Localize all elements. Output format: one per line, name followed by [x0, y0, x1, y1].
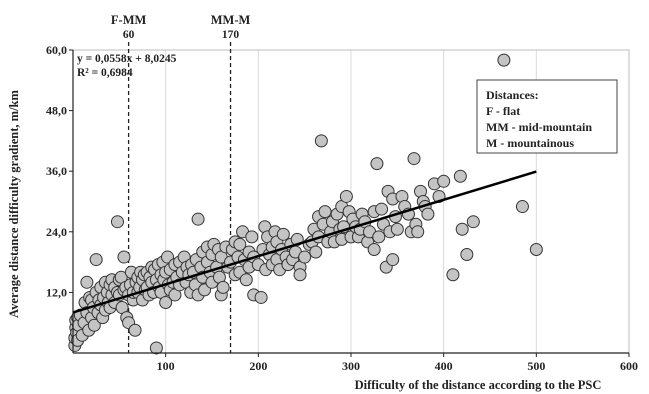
data-point-159 [293, 268, 307, 282]
y-tick-label-36: 36,0 [46, 164, 67, 178]
data-point-192 [370, 157, 384, 171]
y-tick-label-24: 24,0 [46, 225, 67, 239]
data-point-179 [339, 189, 353, 203]
data-point-213 [421, 207, 435, 221]
reference-value-mm-m: 170 [222, 29, 240, 41]
data-point-207 [407, 152, 421, 166]
y-tick-label-12: 12,0 [46, 285, 67, 299]
data-point-21 [89, 253, 103, 267]
legend-entry-flat: F - flat [486, 104, 520, 118]
trendline [72, 170, 537, 314]
y-tick-label-60: 60,0 [46, 43, 67, 57]
data-point-193 [372, 230, 386, 244]
reference-label-f-mm: F-MM [111, 13, 147, 27]
data-point-151 [276, 227, 290, 241]
x-tick-label-300: 300 [342, 359, 360, 373]
data-points [68, 53, 543, 355]
data-point-222 [497, 53, 511, 67]
x-tick-label-500: 500 [527, 359, 545, 373]
data-point-160 [298, 250, 312, 264]
data-point-191 [367, 242, 381, 256]
data-point-134 [245, 230, 259, 244]
data-point-138 [254, 290, 268, 304]
data-point-169 [318, 205, 332, 219]
x-axis-title: Difficulty of the distance according to … [355, 378, 602, 392]
legend-frame [476, 79, 618, 154]
data-point-223 [515, 200, 529, 214]
data-point-194 [375, 202, 389, 216]
legend-box: Distances: F - flat MM - mid-mountain M … [476, 79, 618, 154]
data-point-38 [110, 215, 124, 229]
legend-entry-mid-mountain: MM - mid-mountain [486, 120, 592, 134]
data-point-200 [386, 253, 400, 267]
legend-title: Distances: [486, 88, 539, 102]
reference-value-f-mm: 60 [123, 29, 135, 41]
x-tick-label-400: 400 [435, 359, 453, 373]
x-tick-label-100: 100 [157, 359, 175, 373]
data-point-119 [216, 280, 230, 294]
data-point-44 [117, 250, 131, 264]
data-point-220 [460, 248, 474, 262]
data-point-164 [309, 245, 323, 259]
data-point-13 [80, 275, 94, 289]
reference-lines: F-MM 60 MM-M 170 [111, 13, 251, 353]
x-axis: 100 200 300 400 500 600 [73, 352, 638, 373]
legend-entry-mountainous: M - mountainous [486, 136, 574, 150]
data-point-221 [466, 215, 480, 229]
trend-equation: y = 0,0558x + 8,0245 [77, 53, 177, 65]
data-point-167 [314, 134, 328, 148]
data-point-54 [128, 323, 142, 337]
reference-label-mm-m: MM-M [211, 13, 251, 27]
data-point-218 [453, 169, 467, 183]
data-point-72 [149, 341, 163, 355]
y-axis-title: Average distance difficulty gradient, m/… [7, 89, 21, 317]
data-point-19 [87, 318, 101, 332]
data-point-219 [455, 222, 469, 236]
data-point-217 [446, 268, 460, 282]
y-axis: 12,0 24,0 36,0 48,0 60,0 [46, 43, 74, 353]
data-point-216 [437, 174, 451, 188]
data-point-131 [239, 273, 253, 287]
data-point-202 [390, 222, 404, 236]
x-tick-label-600: 600 [620, 359, 638, 373]
data-point-102 [191, 212, 205, 226]
data-point-224 [529, 242, 543, 256]
trend-r2: R² = 0,6984 [77, 67, 133, 79]
x-tick-label-200: 200 [249, 359, 267, 373]
data-point-81 [159, 296, 173, 309]
data-point-128 [233, 237, 247, 251]
y-tick-label-48: 48,0 [46, 104, 67, 118]
data-point-209 [411, 225, 425, 239]
